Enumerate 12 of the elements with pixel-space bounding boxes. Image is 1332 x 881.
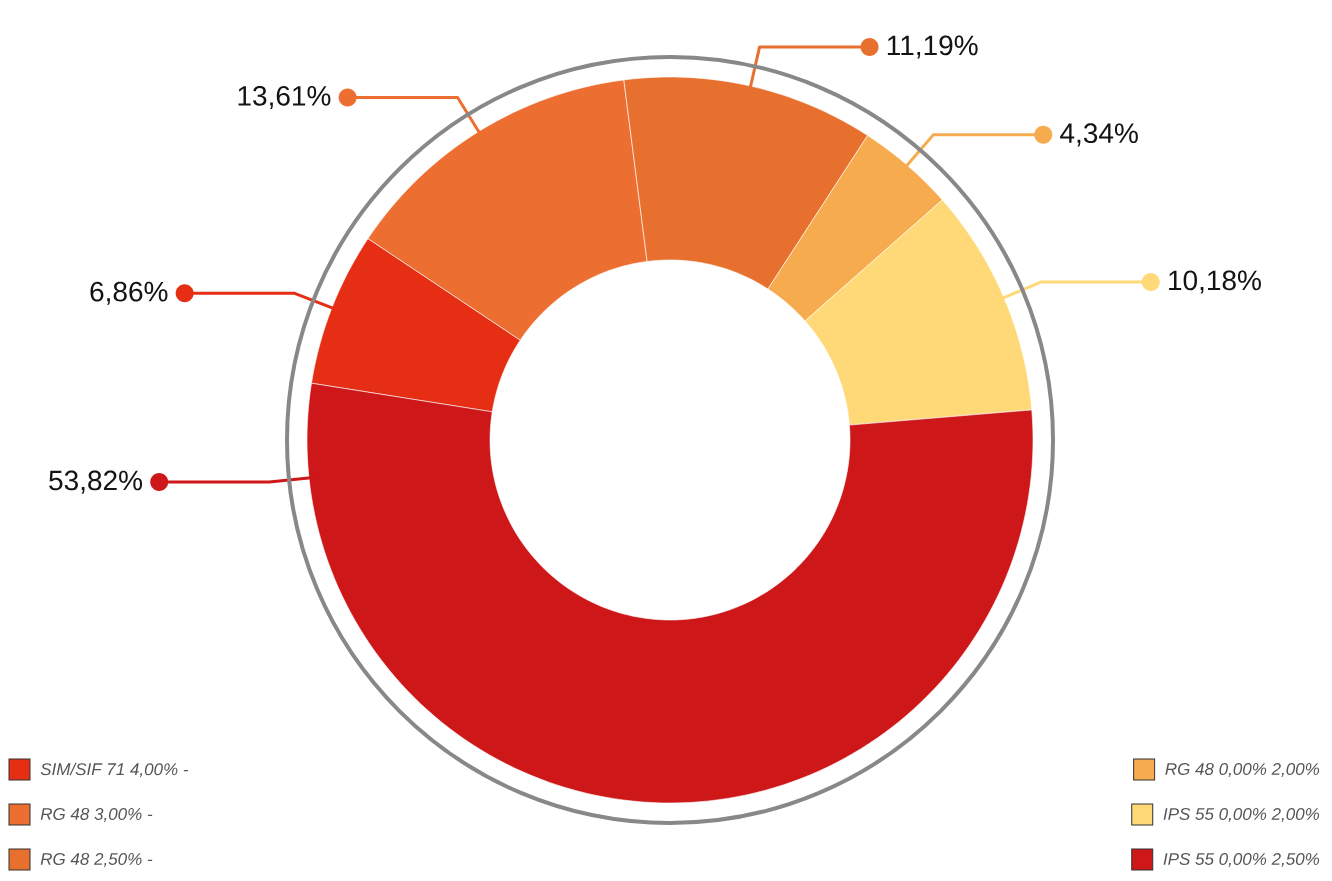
data-label: 11,19% bbox=[887, 35, 978, 59]
legend-label: RG 48 3,00% - bbox=[40, 807, 153, 823]
data-label: 4,34% bbox=[1060, 123, 1138, 147]
data-label: 53,82% bbox=[49, 470, 143, 494]
data-label: 10,18% bbox=[1169, 270, 1261, 294]
data-label: 6,86% bbox=[90, 281, 168, 305]
legend-label: SIM/SIF 71 4,00% - bbox=[40, 762, 189, 778]
legend-label: RG 48 2,50% - bbox=[40, 852, 153, 868]
legend-label: IPS 55 0,00% 2,50% bbox=[1163, 852, 1320, 868]
legend-label: IPS 55 0,00% 2,00% bbox=[1163, 807, 1320, 823]
data-label: 13,61% bbox=[238, 85, 331, 110]
legend-label: RG 48 0,00% 2,00% bbox=[1165, 762, 1320, 778]
